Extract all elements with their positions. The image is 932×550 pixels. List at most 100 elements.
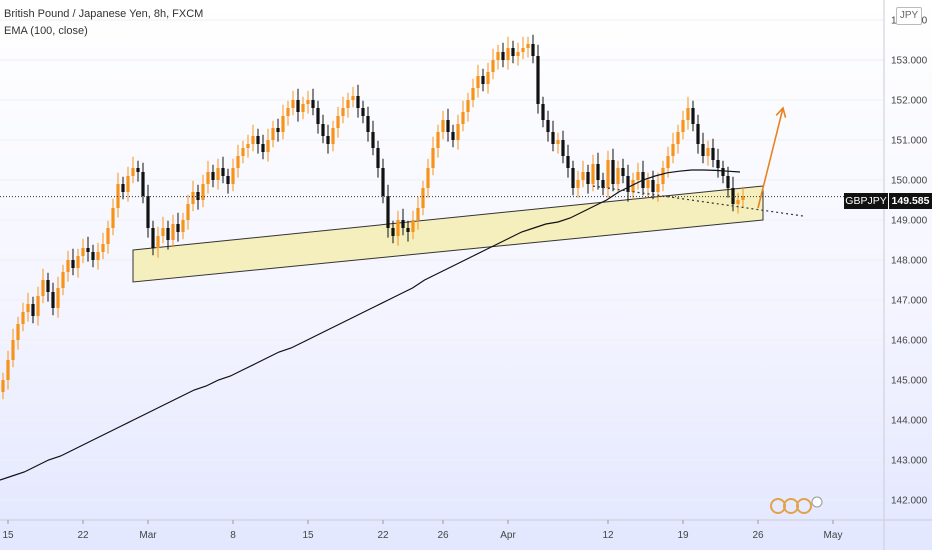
candle — [256, 136, 260, 144]
candle — [186, 204, 190, 220]
x-tick-label: May — [824, 530, 843, 541]
x-tick-label: 19 — [677, 530, 689, 541]
candle — [651, 180, 655, 192]
candle — [76, 256, 80, 268]
candle — [41, 280, 45, 296]
support-zone-box — [132, 185, 764, 283]
candle — [691, 108, 695, 124]
x-tick-label: 8 — [230, 530, 236, 541]
candle — [436, 132, 440, 148]
candle — [106, 228, 110, 244]
candle — [551, 132, 555, 144]
x-tick-label: Apr — [500, 530, 516, 541]
forecast-arrow — [757, 107, 784, 209]
candle — [36, 296, 40, 316]
candle — [166, 228, 170, 240]
y-tick-label: 150.000 — [891, 176, 928, 187]
candle — [21, 312, 25, 324]
candle — [741, 196, 745, 200]
candle — [516, 52, 520, 56]
candle — [521, 48, 525, 52]
y-tick-label: 146.000 — [891, 336, 928, 347]
candle — [716, 160, 720, 168]
candle — [571, 168, 575, 188]
ema-path — [0, 169, 741, 481]
candle — [366, 116, 370, 132]
candle — [511, 48, 515, 56]
candle — [226, 176, 230, 184]
candle — [71, 260, 75, 268]
candle — [161, 228, 165, 236]
candle — [556, 140, 560, 144]
x-tick-label: 26 — [752, 530, 764, 541]
candle — [26, 304, 30, 312]
candle — [11, 340, 15, 360]
x-tick-label: 22 — [77, 530, 89, 541]
candle — [231, 168, 235, 184]
candle — [396, 220, 400, 236]
candle — [16, 324, 20, 340]
candle — [266, 140, 270, 152]
candle — [621, 168, 625, 176]
candle — [321, 124, 325, 136]
candle — [616, 168, 620, 184]
candle — [486, 72, 490, 84]
candle — [101, 244, 105, 252]
candle — [426, 168, 430, 188]
currency-badge[interactable]: JPY — [896, 7, 922, 25]
candle — [421, 188, 425, 208]
y-tick-label: 148.000 — [891, 256, 928, 267]
x-tick-label: 22 — [377, 530, 389, 541]
candle — [116, 184, 120, 208]
candle — [441, 120, 445, 132]
candle — [526, 44, 530, 48]
y-tick-label: 145.000 — [891, 376, 928, 387]
support-zone[interactable] — [132, 185, 764, 283]
y-tick-label: 151.000 — [891, 136, 928, 147]
candle — [586, 172, 590, 184]
candle — [346, 100, 350, 108]
candle — [171, 224, 175, 240]
x-tick-label: 15 — [2, 530, 14, 541]
candle — [531, 44, 535, 56]
candle — [446, 120, 450, 132]
candle — [146, 196, 150, 228]
candle — [656, 184, 660, 192]
candle — [286, 108, 290, 116]
candle — [306, 100, 310, 104]
candle — [701, 144, 705, 156]
candle — [51, 292, 55, 308]
candle — [141, 172, 145, 196]
candle — [496, 52, 500, 60]
candle — [261, 144, 265, 152]
candle — [696, 124, 700, 144]
candle — [356, 96, 360, 108]
candle — [191, 192, 195, 204]
drawings[interactable] — [0, 106, 884, 217]
candle — [731, 188, 735, 204]
candle — [6, 360, 10, 380]
candle — [631, 180, 635, 192]
candle — [236, 156, 240, 168]
tradingview-logo-icon — [770, 496, 823, 514]
candle — [31, 304, 35, 316]
candle — [706, 148, 710, 156]
indicator-label[interactable]: EMA (100, close) — [4, 25, 88, 37]
y-tick-label: 149.000 — [891, 216, 928, 227]
y-tick-label: 147.000 — [891, 296, 928, 307]
candle — [271, 128, 275, 140]
candle — [326, 136, 330, 144]
candle — [91, 252, 95, 260]
candle — [406, 228, 410, 232]
candle — [1, 380, 5, 392]
candle — [251, 136, 255, 144]
candle — [576, 180, 580, 188]
candle — [546, 120, 550, 132]
candle — [216, 168, 220, 180]
candle — [596, 164, 600, 180]
candle — [206, 172, 210, 184]
chart-title: British Pound / Japanese Yen, 8h, FXCM — [4, 8, 204, 20]
candle — [316, 108, 320, 124]
